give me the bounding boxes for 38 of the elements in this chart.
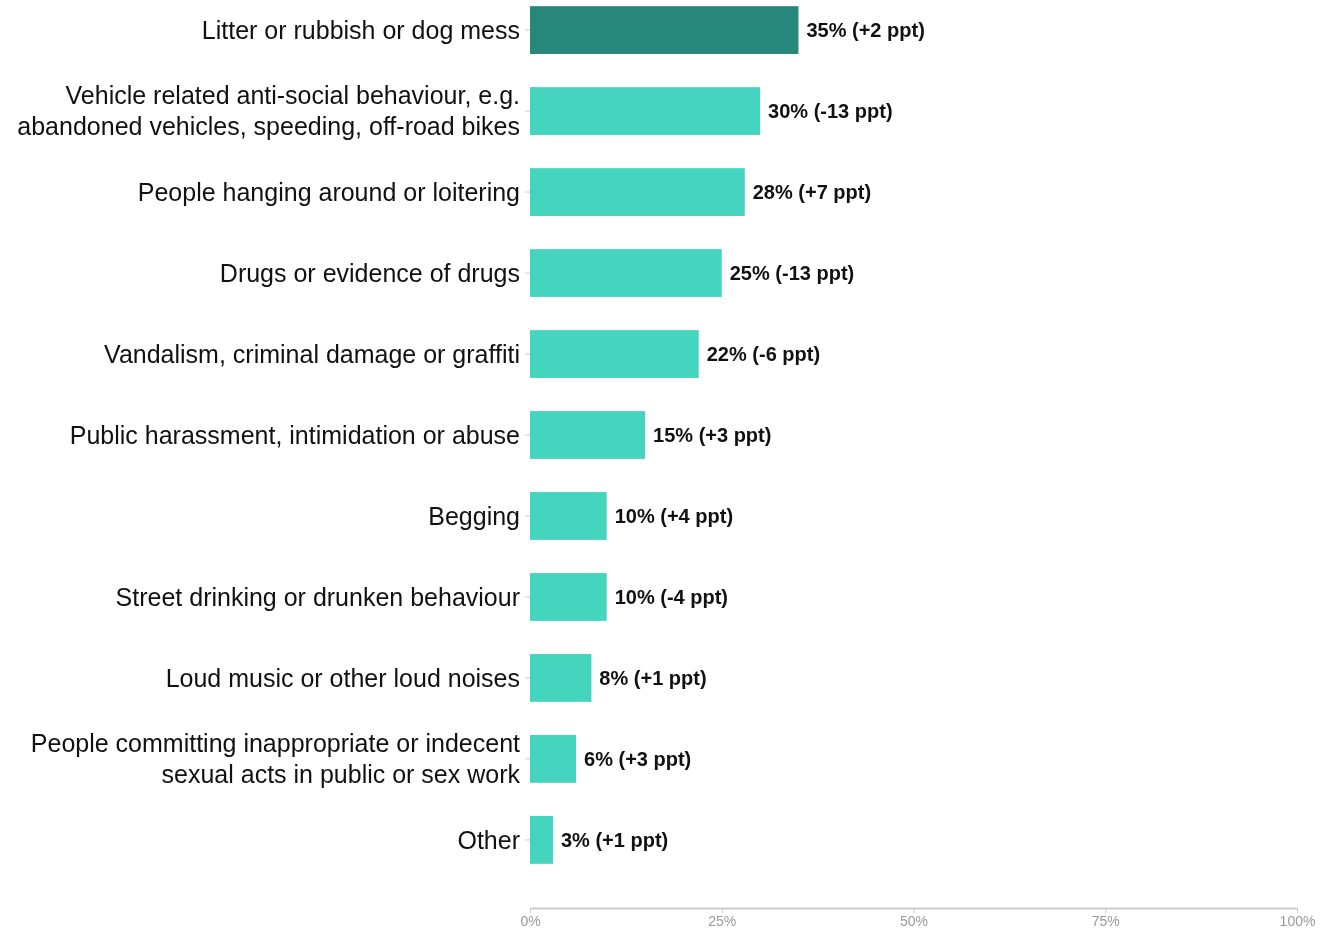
bar xyxy=(530,330,699,378)
y-tick-label: Loud music or other loud noises xyxy=(165,663,520,692)
y-tick-label: Vandalism, criminal damage or graffiti xyxy=(104,339,520,368)
data-label: 25% (-13 ppt) xyxy=(729,262,855,285)
bar xyxy=(530,654,592,702)
x-tick-label: 75% xyxy=(1091,912,1120,929)
data-label: 10% (+4 ppt) xyxy=(614,504,734,527)
bar xyxy=(530,411,646,459)
bar xyxy=(530,573,607,621)
x-tick-label: 100% xyxy=(1279,912,1316,929)
y-tick-label: Public harassment, intimidation or abuse xyxy=(69,420,520,449)
y-tick-label: People committing inappropriate or indecent sexual acts in public or sex work xyxy=(30,729,521,789)
bar xyxy=(530,249,722,297)
x-tick-label: 50% xyxy=(899,912,929,929)
data-label: 8% (+1 ppt) xyxy=(599,666,707,689)
data-label: 15% (+3 ppt) xyxy=(653,424,772,446)
data-label: 10% (-4 ppt) xyxy=(614,585,729,608)
y-tick-label: Other xyxy=(457,825,520,854)
bar xyxy=(530,735,577,783)
data-label: 35% (+2 ppt) xyxy=(806,19,925,42)
bar xyxy=(530,492,607,540)
data-label: 6% (+3 ppt) xyxy=(584,747,692,770)
y-tick-label: Vehicle related anti-social behaviour, e.g. abandoned vehicles, speeding, off-road bikes xyxy=(17,81,520,141)
y-tick-label: Begging xyxy=(428,501,520,530)
x-tick-label: 25% xyxy=(708,912,737,929)
data-label: 3% (+1 ppt) xyxy=(561,828,669,851)
bar xyxy=(530,816,554,864)
y-tick-label: Drugs or evidence of drugs xyxy=(219,258,520,287)
y-tick-label: People hanging around or loitering xyxy=(137,177,520,206)
bar xyxy=(530,6,799,54)
data-label: 28% (+7 ppt) xyxy=(752,181,872,204)
x-tick-label: 0% xyxy=(520,912,541,929)
data-label: 22% (-6 ppt) xyxy=(706,343,821,366)
bar xyxy=(530,87,761,135)
y-tick-label: Street drinking or drunken behaviour xyxy=(115,582,520,611)
data-label: 30% (-13 ppt) xyxy=(768,100,893,123)
bar xyxy=(530,168,745,216)
y-tick-label: Litter or rubbish or dog mess xyxy=(201,15,520,44)
